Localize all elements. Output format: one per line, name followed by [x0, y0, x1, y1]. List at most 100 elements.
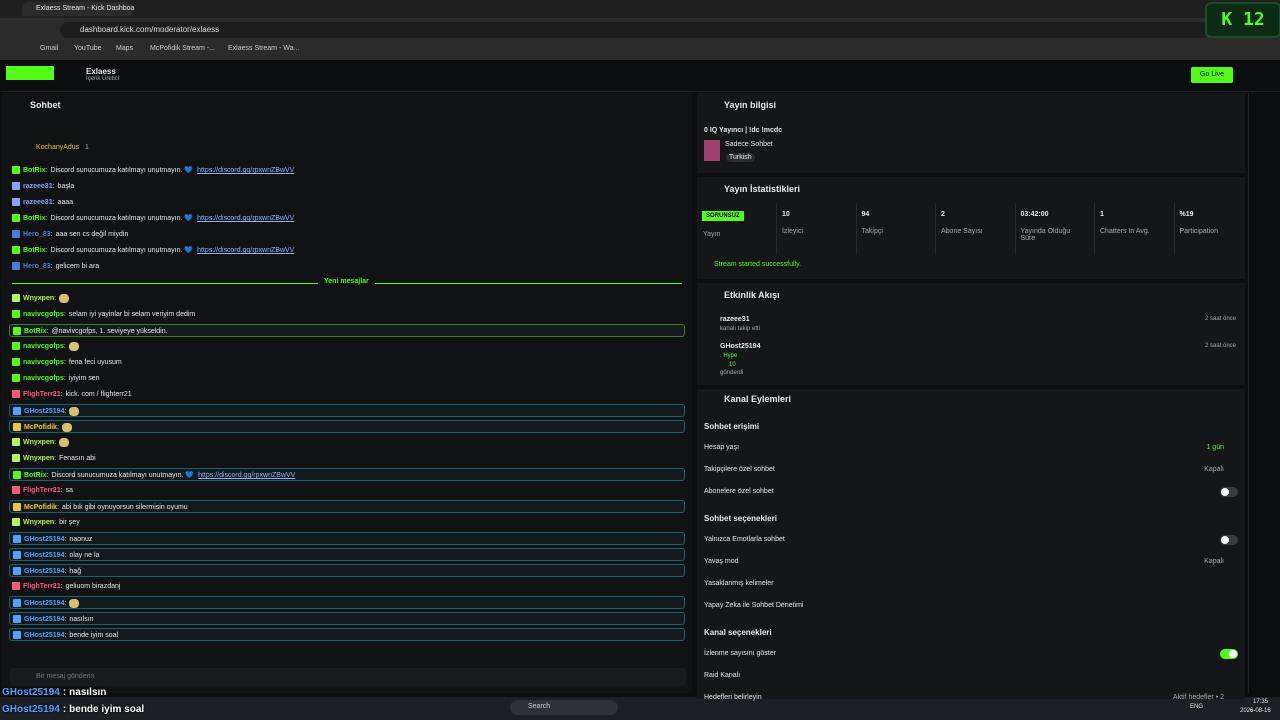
setting-row[interactable]: Yapay Zeka ile Sohbet Denetimi — [704, 602, 804, 609]
username[interactable]: BotRix — [23, 247, 46, 254]
chat-message[interactable]: GHost25194: olay ne la — [9, 548, 685, 561]
username[interactable]: razeee31 — [23, 199, 53, 206]
setting-row[interactable]: İzlenme sayısını göster — [704, 650, 776, 657]
chat-message[interactable]: GHost25194: naonuz — [9, 532, 685, 545]
bookmark[interactable]: McPofidik Stream -... — [150, 45, 215, 52]
username[interactable]: razeee31 — [23, 183, 53, 190]
category[interactable]: Sadece Sohbet — [725, 141, 773, 148]
setting-row[interactable]: Hesap yaşı — [704, 444, 740, 451]
bookmark[interactable]: Exlaess Stream - Wa... — [228, 45, 300, 52]
username[interactable]: Wnyxpen — [23, 455, 55, 462]
username[interactable]: GHost25194 — [24, 632, 65, 639]
username[interactable]: FlighTerr21 — [23, 487, 61, 494]
username[interactable]: navivcgofps — [23, 359, 64, 366]
chat-input[interactable] — [10, 668, 686, 686]
setting-value[interactable]: 1 gün — [1206, 444, 1224, 451]
username[interactable]: GHost25194 — [24, 616, 65, 623]
username[interactable]: GHost25194 — [24, 536, 65, 543]
activity-user[interactable]: razeee31 — [720, 316, 750, 323]
username[interactable]: Wnyxpen — [23, 519, 55, 526]
username[interactable]: BotRix — [23, 167, 46, 174]
username[interactable]: Wnyxpen — [23, 439, 55, 446]
username[interactable]: BotRix — [24, 328, 47, 335]
message-link[interactable]: https://discord.gg/rpxwnZBwVV — [197, 167, 295, 174]
go-live-button[interactable]: Go Live — [1191, 67, 1233, 83]
username[interactable]: Hero_83 — [23, 231, 51, 238]
username[interactable]: McPofidik — [24, 424, 58, 431]
username[interactable]: Wnyxpen — [23, 295, 55, 302]
chat-message[interactable]: Hero_83: aaa sen cs değil miydin — [9, 228, 685, 241]
bookmark[interactable]: Gmail — [40, 45, 59, 52]
chat-message[interactable]: Wnyxpen: bir şey — [9, 516, 685, 529]
bookmark[interactable]: Maps — [116, 45, 134, 52]
taskbar-search[interactable] — [510, 700, 618, 715]
username[interactable]: GHost25194 — [24, 408, 65, 415]
separator: : — [60, 487, 63, 494]
username[interactable]: FlighTerr21 — [23, 391, 61, 398]
username[interactable]: navivcgofps — [23, 311, 64, 318]
chat-message[interactable]: FlighTerr21: geliuom birazdanj — [9, 580, 685, 593]
setting-row[interactable]: Yalnızca Emotlarla sohbet — [704, 536, 785, 543]
setting-row[interactable]: Raid Kanalı — [704, 672, 741, 679]
chat-message[interactable]: BotRix: Discord sunucumuza katılmayı unut… — [9, 244, 685, 257]
chat-message[interactable]: GHost25194: hağ — [9, 564, 685, 577]
chat-message[interactable]: McPofidik: — [9, 420, 685, 433]
chat-message[interactable]: FlighTerr21: sa — [9, 484, 685, 497]
address-bar[interactable] — [60, 22, 1210, 38]
chat-message[interactable]: navivcgofps: fena feci uyusum — [9, 356, 685, 369]
chat-message[interactable]: Wnyxpen: Fenasın abi — [9, 452, 685, 465]
chat-message[interactable]: Hero_83: gelicem bi ara — [9, 260, 685, 273]
separator: : — [45, 215, 48, 222]
username[interactable]: BotRix — [23, 215, 46, 222]
activity-user[interactable]: GHost25194 — [720, 343, 761, 350]
message-link[interactable]: https://discord.gg/rpxwnZBwVV — [197, 215, 295, 222]
message-text: başla — [57, 183, 75, 190]
setting-row[interactable]: Hedefleri belirleyin — [704, 694, 762, 701]
setting-value[interactable]: Aktif hedefler • 2 — [1172, 694, 1224, 701]
toggle[interactable] — [1220, 535, 1238, 545]
badge — [13, 599, 21, 608]
chat-message[interactable]: BotRix: Discord sunucumuza katılmayı unut… — [9, 468, 685, 481]
chat-message[interactable]: GHost25194: nasılsın — [9, 612, 685, 625]
chat-message[interactable]: BotRix: Discord sunucumuza katılmayı unut… — [9, 164, 685, 177]
toggle[interactable] — [1220, 487, 1238, 497]
username[interactable]: GHost25194 — [24, 600, 65, 607]
username[interactable]: FlighTerr21 — [23, 583, 61, 590]
chat-message[interactable]: navivcgofps: selam iyi yayinlar bi selam … — [9, 308, 685, 321]
setting-value[interactable]: Kapalı — [1204, 558, 1224, 565]
chat-message[interactable]: navivcgofps: iyiyim sen — [9, 372, 685, 385]
channel-name[interactable]: Exlaess — [86, 67, 116, 76]
setting-row[interactable]: Abonelere özel sohbet — [704, 488, 774, 495]
chat-message[interactable]: GHost25194: — [9, 404, 685, 417]
chat-message[interactable]: BotRix: @navivcgofps, 1. seviyeye yükseld… — [9, 324, 685, 337]
tab[interactable]: Exlaess Stream - Kick Dashboa — [22, 2, 134, 16]
username[interactable]: navivcgofps — [23, 343, 64, 350]
url[interactable]: dashboard.kick.com/moderator/exlaess — [80, 25, 220, 34]
setting-row[interactable]: Takipçilere özel sohbet — [704, 466, 775, 473]
setting-value[interactable]: Kapalı — [1204, 466, 1224, 473]
setting-row[interactable]: Yavaş mod — [704, 558, 739, 565]
setting-row[interactable]: Yasaklanmış kelimeler — [704, 580, 774, 587]
logo[interactable] — [6, 66, 54, 80]
pinned-user[interactable]: KochanyAdus — [36, 144, 80, 151]
toggle[interactable] — [1220, 649, 1238, 659]
chat-message[interactable]: razeee31: başla — [9, 180, 685, 193]
chat-message[interactable]: Wnyxpen: — [9, 436, 685, 449]
bookmark[interactable]: YouTube — [74, 45, 102, 52]
username[interactable]: GHost25194 — [24, 552, 65, 559]
chat-message[interactable]: Wnyxpen: — [9, 292, 685, 305]
chat-message[interactable]: razeee31: aaaa — [9, 196, 685, 209]
chat-message[interactable]: FlighTerr21: kick. com / flighterr21 — [9, 388, 685, 401]
chat-message[interactable]: navivcgofps: — [9, 340, 685, 353]
username[interactable]: GHost25194 — [24, 568, 65, 575]
username[interactable]: McPofidik — [24, 504, 58, 511]
message-link[interactable]: https://discord.gg/rpxwnZBwVV — [198, 472, 296, 479]
chat-message[interactable]: GHost25194: bende iyim soal — [9, 628, 685, 641]
chat-message[interactable]: GHost25194: — [9, 596, 685, 609]
username[interactable]: Hero_83 — [23, 263, 51, 270]
message-link[interactable]: https://discord.gg/rpxwnZBwVV — [197, 247, 295, 254]
chat-message[interactable]: McPofidik: abi bık gibi oynuyorsun silerm… — [9, 500, 685, 513]
username[interactable]: navivcgofps — [23, 375, 64, 382]
username[interactable]: BotRix — [24, 472, 47, 479]
chat-message[interactable]: BotRix: Discord sunucumuza katılmayı unut… — [9, 212, 685, 225]
